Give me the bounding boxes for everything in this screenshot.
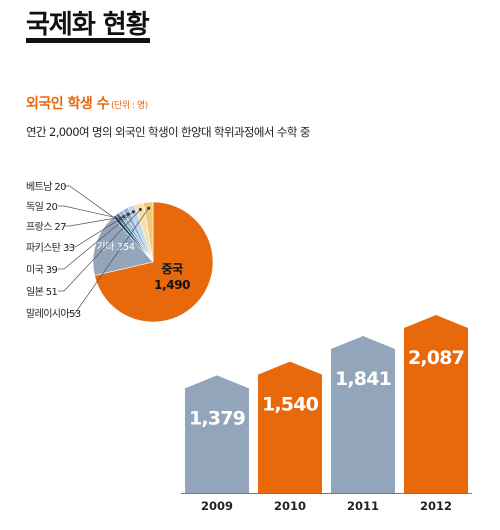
pie-callout-6: 말레이시아53 <box>26 308 81 320</box>
pie-callout-4: 미국 39 <box>26 264 58 276</box>
pie-callout-0: 베트남 20 <box>26 181 66 193</box>
pie-leader-line-2 <box>63 216 124 227</box>
section-heading-text: 외국인 학생 수 <box>26 96 110 112</box>
bar-2009 <box>185 375 249 493</box>
pie-leader-dot-3 <box>126 212 130 216</box>
bar-2010 <box>258 361 322 493</box>
title-underline <box>26 38 150 43</box>
bar-value-label-2012: 2,087 <box>408 347 464 369</box>
pie-callout-3: 파키스탄 33 <box>26 242 75 254</box>
unit-note: (단위 : 명) <box>111 101 148 111</box>
pie-callout-5: 일본 51 <box>26 286 58 298</box>
pie-leader-line-3 <box>69 213 129 248</box>
pie-leader-line-1 <box>58 205 121 220</box>
pie-slice-0 <box>94 201 214 323</box>
bar-value-label-2009: 1,379 <box>189 407 245 429</box>
page-title: 국제화 현황 <box>26 10 150 40</box>
pie-callout-2: 프랑스 27 <box>26 221 66 233</box>
pie-callout-1: 독일 20 <box>26 201 58 213</box>
bar-2011 <box>331 335 395 493</box>
bar-category-label-2010: 2010 <box>274 499 306 513</box>
pie-label-other: 기타 354 <box>96 241 134 253</box>
pie-leader-dot-5 <box>138 208 142 211</box>
pie-label-china-name: 중국 <box>161 262 183 276</box>
bar-2012 <box>404 315 468 493</box>
bar-value-label-2010: 1,540 <box>262 394 319 416</box>
pie-label-china-value: 1,490 <box>154 278 190 292</box>
pie-leader-line-0 <box>63 185 119 221</box>
bar-category-label-2011: 2011 <box>347 499 379 513</box>
pie-leader-line-5 <box>58 209 141 292</box>
pie-leader-line-4 <box>58 211 134 270</box>
pie-leader-line-6 <box>69 207 149 314</box>
bar-category-label-2012: 2012 <box>420 499 452 513</box>
pie-leader-dot-6 <box>147 206 151 210</box>
pie-leader-dot-4 <box>131 210 135 214</box>
bar-category-label-2009: 2009 <box>201 499 233 513</box>
pie-slice-8 <box>143 201 154 263</box>
bar-value-label-2011: 1,841 <box>335 368 391 390</box>
subtitle: 연간 2,000여 명의 외국인 학생이 한양대 학위과정에서 수학 중 <box>26 125 311 139</box>
section-heading: 외국인 학생 수 (단위 : 명) <box>26 93 148 113</box>
bar-chart <box>185 315 468 493</box>
pie-chart <box>92 201 214 323</box>
